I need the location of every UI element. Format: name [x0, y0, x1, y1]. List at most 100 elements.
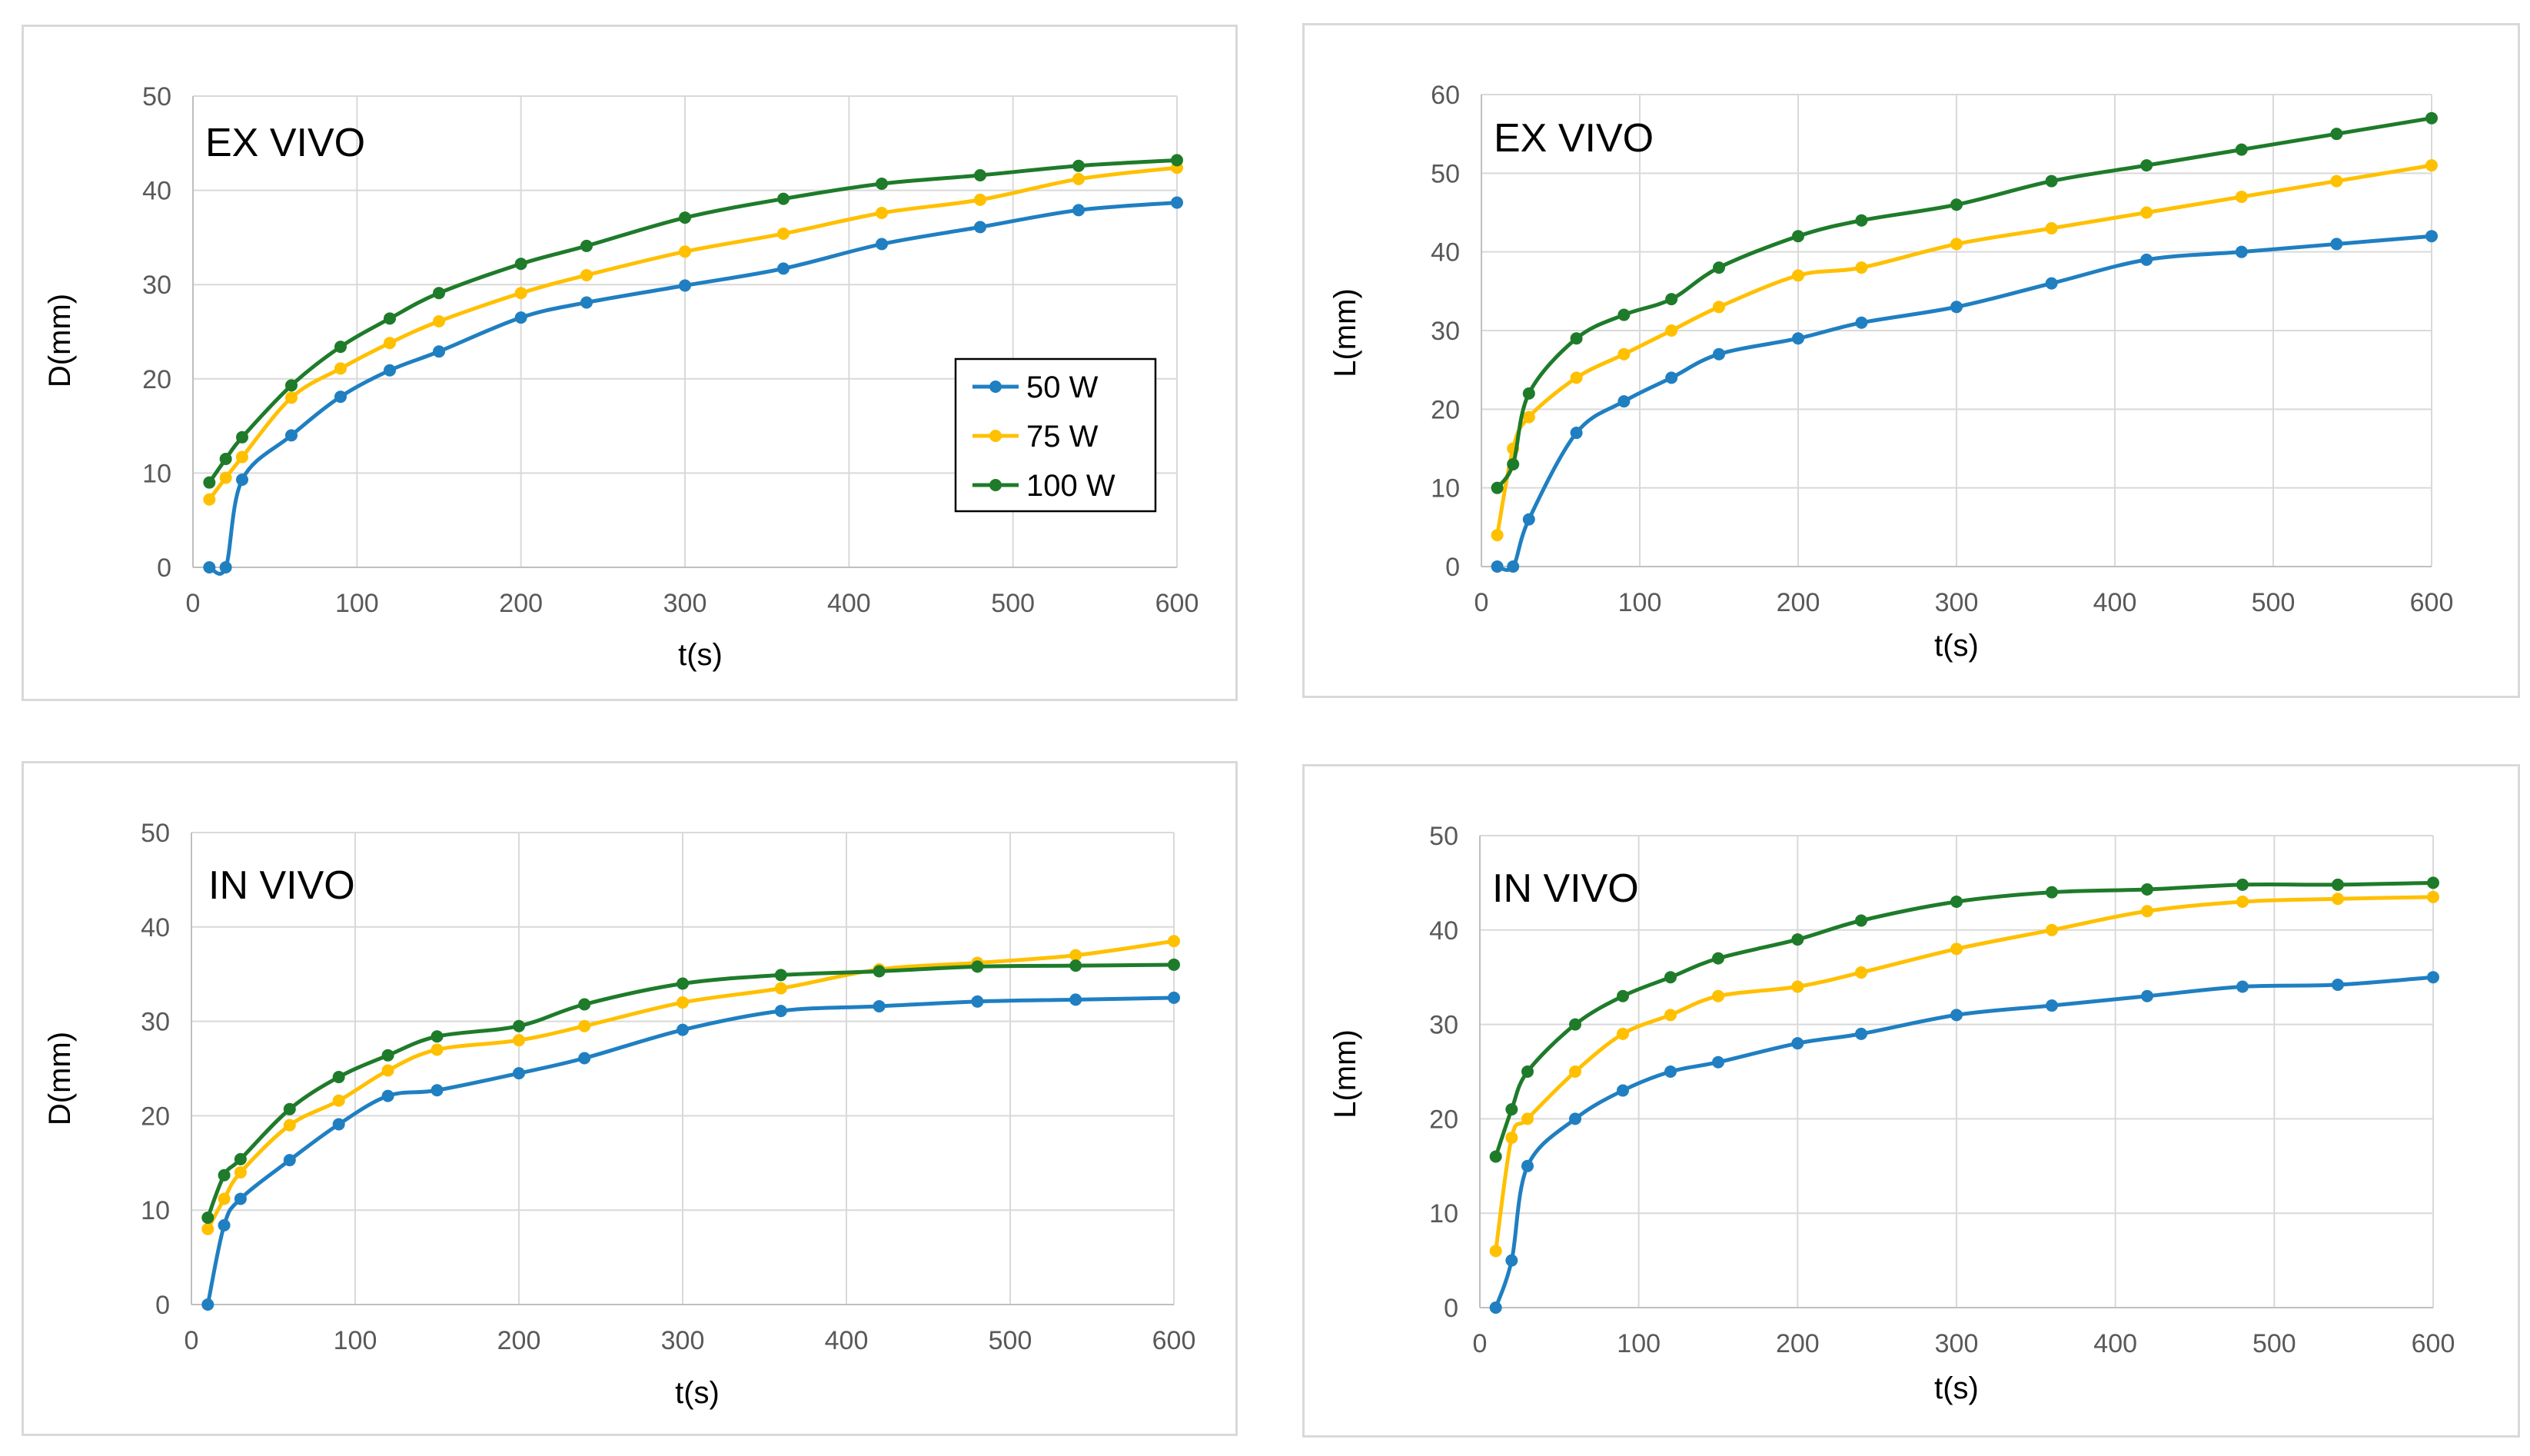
panel-title: IN VIVO: [208, 863, 355, 908]
series-line-50W: [205, 996, 1176, 1307]
x-tick-label: 400: [2093, 588, 2137, 617]
data-point-100W: [1950, 198, 1963, 211]
series-line-100W: [1494, 880, 2435, 1159]
data-point-50W: [677, 1023, 689, 1036]
data-point-50W: [219, 561, 232, 573]
data-point-100W: [1950, 895, 1963, 908]
data-point-50W: [1569, 1112, 1581, 1125]
x-tick-label: 200: [1777, 588, 1820, 617]
y-tick-label: 60: [1431, 81, 1460, 110]
legend-label: 50 W: [1026, 371, 1099, 404]
data-point-50W: [578, 1052, 591, 1065]
data-point-100W: [218, 1168, 231, 1182]
data-point-50W: [2330, 238, 2343, 251]
series-line-75W: [1494, 895, 2435, 1253]
x-tick-label: 200: [497, 1326, 541, 1355]
data-point-75W: [431, 1043, 444, 1056]
x-tick-label: 200: [499, 589, 543, 618]
data-point-50W: [2236, 980, 2249, 993]
y-tick-label: 40: [141, 913, 170, 942]
x-tick-label: 600: [1155, 589, 1199, 618]
x-tick-label: 100: [1618, 588, 1662, 617]
data-point-50W: [580, 296, 593, 309]
data-point-100W: [1617, 989, 1629, 1002]
data-point-100W: [1521, 1065, 1534, 1078]
data-point-50W: [1791, 1037, 1804, 1050]
y-tick-label: 20: [1429, 1105, 1458, 1134]
data-point-100W: [201, 1212, 214, 1225]
data-point-50W: [1855, 316, 1868, 329]
data-point-100W: [1505, 1103, 1518, 1116]
data-point-75W: [1168, 935, 1180, 948]
data-point-50W: [2235, 245, 2248, 258]
legend-label: 100 W: [1026, 469, 1115, 503]
data-point-100W: [2141, 883, 2153, 896]
data-point-75W: [203, 493, 216, 506]
data-point-50W: [2046, 999, 2058, 1012]
data-point-100W: [236, 430, 248, 444]
data-point-50W: [1521, 1159, 1534, 1172]
data-point-100W: [285, 379, 298, 392]
data-point-100W: [2330, 128, 2343, 141]
chart-panel-in-vivo-length: 0 10 20 30 40 50 0 100 200 300 400 500 600 t(s) L(mm) I…: [1302, 764, 2520, 1438]
data-point-100W: [2332, 878, 2344, 891]
x-tick-label: 500: [2252, 588, 2296, 617]
data-point-75W: [1072, 172, 1085, 185]
data-point-75W: [1617, 1027, 1629, 1040]
data-point-50W: [1507, 560, 1520, 573]
x-tick-label: 0: [185, 1326, 199, 1355]
data-point-100W: [1491, 481, 1504, 494]
data-point-75W: [2141, 905, 2153, 918]
data-point-75W: [876, 207, 888, 220]
data-point-75W: [1569, 1065, 1581, 1078]
y-tick-label: 0: [1444, 1294, 1458, 1323]
data-point-50W: [1570, 427, 1583, 440]
data-point-50W: [2332, 979, 2344, 992]
y-tick-label: 0: [1445, 553, 1460, 582]
data-point-75W: [1505, 1131, 1518, 1144]
data-point-75W: [2046, 923, 2058, 936]
data-point-75W: [1617, 347, 1631, 361]
data-point-50W: [679, 279, 691, 292]
data-point-75W: [1489, 1245, 1502, 1258]
data-point-50W: [1950, 301, 1963, 314]
data-point-75W: [433, 315, 445, 328]
panel-title: IN VIVO: [1492, 866, 1639, 911]
y-tick-label: 30: [1431, 317, 1460, 346]
data-point-100W: [513, 1019, 525, 1032]
data-point-50W: [1491, 560, 1504, 573]
x-tick-label: 200: [1776, 1329, 1820, 1358]
data-point-75W: [2236, 895, 2249, 908]
data-point-100W: [384, 312, 396, 325]
y-tick-label: 10: [1429, 1199, 1458, 1228]
data-point-50W: [283, 1154, 296, 1167]
y-axis-title: D(mm): [43, 294, 77, 387]
y-tick-label: 30: [141, 1008, 170, 1037]
data-point-50W: [1712, 1055, 1724, 1069]
data-point-50W: [1617, 1084, 1629, 1097]
data-point-100W: [1664, 971, 1677, 984]
data-point-50W: [1522, 513, 1535, 526]
data-point-75W: [1665, 324, 1678, 337]
x-tick-label: 500: [2252, 1329, 2296, 1358]
x-axis-title: t(s): [1934, 629, 1979, 663]
y-tick-label: 50: [141, 819, 170, 848]
data-point-75W: [334, 362, 347, 375]
x-tick-label: 400: [2093, 1329, 2137, 1358]
data-point-75W: [1712, 989, 1724, 1002]
data-point-50W: [2141, 989, 2153, 1002]
x-tick-label: 300: [1935, 1329, 1979, 1358]
x-tick-label: 0: [1473, 1329, 1488, 1358]
x-tick-label: 600: [1152, 1326, 1196, 1355]
y-tick-label: 0: [155, 1291, 170, 1320]
legend-swatch-marker-75W: [989, 430, 1002, 442]
y-tick-label: 20: [1431, 395, 1460, 424]
data-point-100W: [1069, 959, 1082, 972]
y-axis-title: L(mm): [1328, 1029, 1362, 1119]
data-point-50W: [1171, 196, 1183, 209]
y-tick-label: 20: [142, 365, 171, 394]
data-point-75W: [777, 227, 790, 240]
x-tick-label: 300: [663, 589, 707, 618]
data-point-100W: [2236, 878, 2249, 891]
